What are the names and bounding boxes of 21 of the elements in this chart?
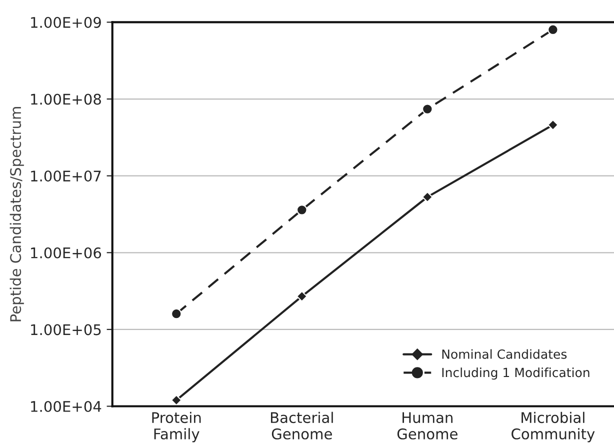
point <box>422 192 433 202</box>
y-tick-label: 1.00E+05 <box>31 324 101 336</box>
y-tick-label: 1.00E+09 <box>31 16 101 28</box>
y-tick-label: 1.00E+06 <box>31 247 102 258</box>
y-tick-label: 1.00E+08 <box>31 94 101 105</box>
y-axis-title: Peptide Candidates/Spectrum <box>10 107 24 322</box>
point <box>296 204 308 216</box>
x-tick-label: Human Genome <box>397 412 458 440</box>
x-tick-label: Bacterial Genome <box>270 412 333 440</box>
point <box>170 394 182 406</box>
x-tick-label: Microbial Community <box>512 412 595 442</box>
legend-label: Including 1 Modification <box>442 368 590 380</box>
point <box>548 119 558 130</box>
x-tick-label: Protein Family <box>152 412 201 442</box>
y-tick-label: 1.00E+07 <box>31 170 101 182</box>
point <box>422 104 433 114</box>
point <box>170 308 182 320</box>
point <box>548 24 558 36</box>
legend-label: Nominal Candidates <box>442 349 567 359</box>
point <box>296 290 308 302</box>
y-tick-label: 1.00E+04 <box>31 400 102 412</box>
